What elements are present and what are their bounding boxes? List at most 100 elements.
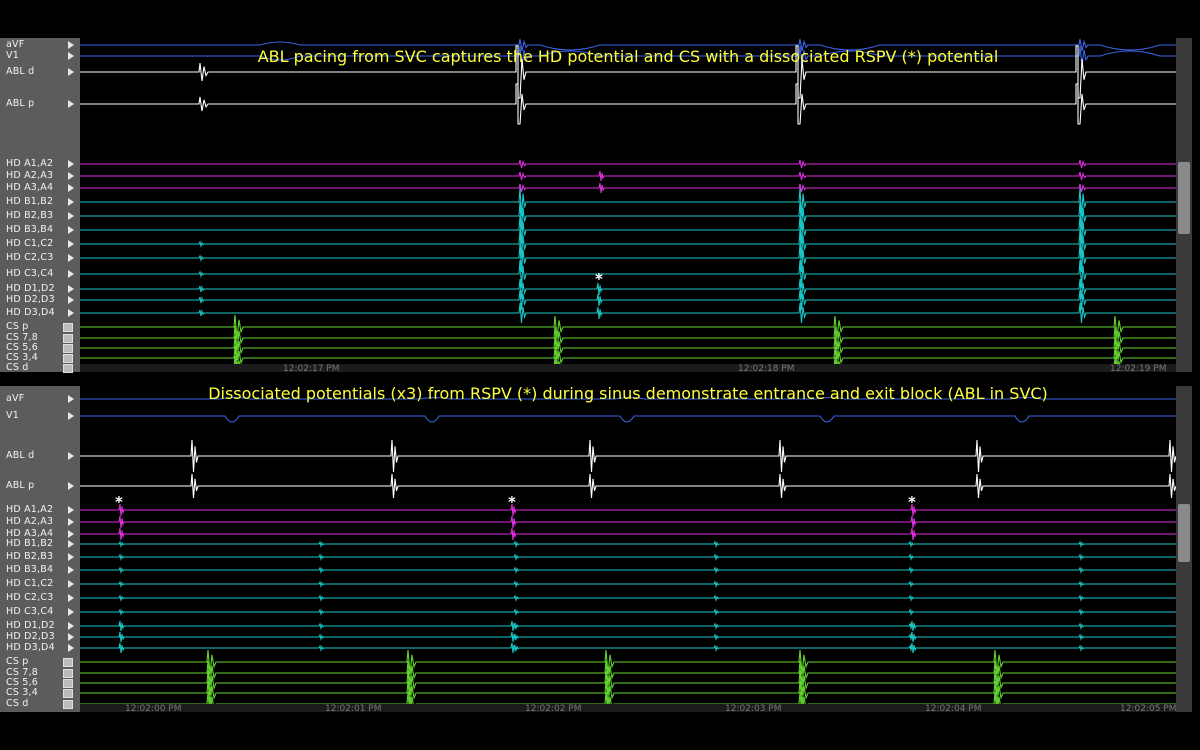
bottom-channel-toggle[interactable] bbox=[63, 658, 73, 667]
rspv-asterisk-marker: * bbox=[115, 493, 123, 511]
bottom-channel-arrow-icon[interactable] bbox=[68, 482, 74, 490]
top-channel-arrow-icon[interactable] bbox=[68, 52, 74, 60]
top-channel-arrow-icon[interactable] bbox=[68, 68, 74, 76]
top-channel-arrow-icon[interactable] bbox=[68, 226, 74, 234]
bottom-channel-arrow-icon[interactable] bbox=[68, 553, 74, 561]
top-channel-arrow-icon[interactable] bbox=[68, 41, 74, 49]
top-trace-cs-p bbox=[80, 314, 1176, 340]
bottom-channel-arrow-icon[interactable] bbox=[68, 530, 74, 538]
bottom-trace-cs-3-4 bbox=[80, 680, 1176, 706]
bottom-channel-toggle[interactable] bbox=[63, 700, 73, 709]
bottom-channel-label: HD A3,A4 bbox=[6, 528, 54, 539]
top-channel-arrow-icon[interactable] bbox=[68, 296, 74, 304]
top-trace-hd-b2-b3 bbox=[80, 201, 1176, 231]
bottom-trace-hd-a2-a3 bbox=[80, 515, 1176, 529]
top-time-label: 12:02:18 PM bbox=[738, 364, 795, 374]
bottom-trace-hd-c2-c3 bbox=[80, 594, 1176, 603]
top-trace-hd-a2-a3 bbox=[80, 170, 1176, 182]
top-channel-arrow-icon[interactable] bbox=[68, 212, 74, 220]
top-channel-arrow-icon[interactable] bbox=[68, 184, 74, 192]
bottom-channel-arrow-icon[interactable] bbox=[68, 540, 74, 548]
bottom-time-label: 12:02:05 PM bbox=[1120, 704, 1177, 714]
top-channel-label: HD C2,C3 bbox=[6, 252, 54, 263]
top-channel-label: V1 bbox=[6, 50, 19, 61]
bottom-channel-arrow-icon[interactable] bbox=[68, 566, 74, 574]
top-recording-panel: aVF V1 ABL d ABL p HD A1,A2 HD A2,A3 HD A3,A4 H… bbox=[0, 38, 1200, 374]
top-channel-arrow-icon[interactable] bbox=[68, 160, 74, 168]
bottom-channel-arrow-icon[interactable] bbox=[68, 506, 74, 514]
bottom-channel-label: HD A2,A3 bbox=[6, 516, 54, 527]
top-scrollbar-thumb[interactable] bbox=[1178, 162, 1190, 234]
top-time-axis bbox=[80, 364, 1176, 372]
bottom-time-label: 12:02:03 PM bbox=[725, 704, 782, 714]
top-trace-hd-c2-c3 bbox=[80, 243, 1176, 273]
top-channel-toggle[interactable] bbox=[63, 344, 73, 353]
top-trace-v1 bbox=[80, 45, 1176, 67]
top-channel-label: HD B3,B4 bbox=[6, 224, 54, 235]
bottom-channel-label: aVF bbox=[6, 393, 25, 404]
bottom-channel-label: CS d bbox=[6, 698, 29, 709]
bottom-channel-toggle[interactable] bbox=[63, 669, 73, 678]
top-trace-hd-b3-b4 bbox=[80, 215, 1176, 245]
bottom-channel-arrow-icon[interactable] bbox=[68, 580, 74, 588]
bottom-channel-label: CS 7,8 bbox=[6, 667, 38, 678]
top-channel-label: HD D3,D4 bbox=[6, 307, 55, 318]
top-channel-label: CS p bbox=[6, 321, 29, 332]
bottom-trace-v1 bbox=[80, 415, 1176, 423]
bottom-channel-label: CS 5,6 bbox=[6, 677, 38, 688]
top-time-label: 12:02:17 PM bbox=[283, 364, 340, 374]
top-channel-arrow-icon[interactable] bbox=[68, 100, 74, 108]
top-channel-label: CS 3,4 bbox=[6, 352, 38, 363]
bottom-channel-arrow-icon[interactable] bbox=[68, 608, 74, 616]
bottom-trace-abl-p bbox=[80, 473, 1176, 499]
bottom-channel-arrow-icon[interactable] bbox=[68, 518, 74, 526]
bottom-channel-label: HD B3,B4 bbox=[6, 564, 54, 575]
bottom-trace-abl-d bbox=[80, 439, 1176, 473]
top-channel-label: CS 5,6 bbox=[6, 342, 38, 353]
bottom-trace-hd-b2-b3 bbox=[80, 553, 1176, 562]
bottom-channel-arrow-icon[interactable] bbox=[68, 644, 74, 652]
top-channel-toggle[interactable] bbox=[63, 354, 73, 363]
top-channel-label: HD C3,C4 bbox=[6, 268, 54, 279]
top-trace-hd-b1-b2 bbox=[80, 187, 1176, 217]
bottom-channel-label: HD A1,A2 bbox=[6, 504, 54, 515]
bottom-trace-avf bbox=[80, 396, 1176, 400]
top-channel-arrow-icon[interactable] bbox=[68, 198, 74, 206]
top-traces bbox=[80, 38, 1176, 372]
bottom-channel-arrow-icon[interactable] bbox=[68, 395, 74, 403]
bottom-channel-arrow-icon[interactable] bbox=[68, 633, 74, 641]
bottom-channel-label: HD D1,D2 bbox=[6, 620, 55, 631]
bottom-channel-arrow-icon[interactable] bbox=[68, 412, 74, 420]
bottom-traces bbox=[80, 396, 1176, 712]
top-channel-arrow-icon[interactable] bbox=[68, 172, 74, 180]
top-channel-label: ABL p bbox=[6, 98, 35, 109]
bottom-trace-hd-d3-d4 bbox=[80, 642, 1176, 654]
bottom-channel-arrow-icon[interactable] bbox=[68, 594, 74, 602]
top-trace-cs-5-6 bbox=[80, 335, 1176, 361]
bottom-trace-hd-a3-a4 bbox=[80, 527, 1176, 541]
top-channel-arrow-icon[interactable] bbox=[68, 240, 74, 248]
top-trace-avf bbox=[80, 38, 1176, 52]
top-channel-label: ABL d bbox=[6, 66, 35, 77]
rspv-asterisk-marker: * bbox=[595, 270, 603, 288]
top-channel-arrow-icon[interactable] bbox=[68, 254, 74, 262]
bottom-channel-label: ABL d bbox=[6, 450, 35, 461]
top-channel-toggle[interactable] bbox=[63, 364, 73, 373]
bottom-trace-hd-c3-c4 bbox=[80, 608, 1176, 617]
top-channel-toggle[interactable] bbox=[63, 323, 73, 332]
top-trace-hd-c3-c4 bbox=[80, 259, 1176, 289]
top-channel-arrow-icon[interactable] bbox=[68, 270, 74, 278]
top-channel-arrow-icon[interactable] bbox=[68, 285, 74, 293]
top-trace-hd-c1-c2 bbox=[80, 229, 1176, 259]
top-channel-label: CS d bbox=[6, 362, 29, 373]
top-trace-hd-d2-d3 bbox=[80, 289, 1176, 311]
top-channel-arrow-icon[interactable] bbox=[68, 309, 74, 317]
top-channel-toggle[interactable] bbox=[63, 334, 73, 343]
bottom-channel-toggle[interactable] bbox=[63, 689, 73, 698]
bottom-trace-hd-a1-a2 bbox=[80, 503, 1176, 517]
bottom-scrollbar-thumb[interactable] bbox=[1178, 504, 1190, 562]
bottom-channel-toggle[interactable] bbox=[63, 679, 73, 688]
bottom-channel-arrow-icon[interactable] bbox=[68, 622, 74, 630]
bottom-annotation-title: Dissociated potentials (x3) from RSPV (*… bbox=[208, 384, 1048, 403]
bottom-channel-arrow-icon[interactable] bbox=[68, 452, 74, 460]
